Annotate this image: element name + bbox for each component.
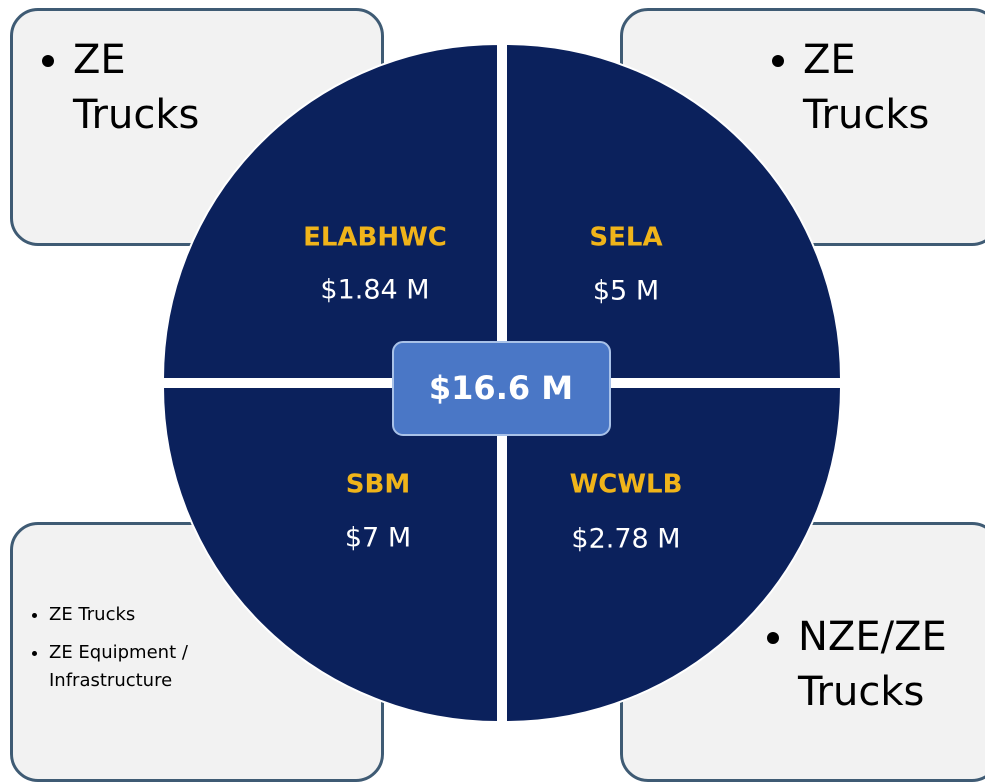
quadrant-name: WCWLB [570, 470, 683, 500]
total: $16.6 M [429, 369, 573, 407]
quadrant [505, 386, 843, 724]
diagram: ELABHWC $1.84 M SELA $5 M SBM $7 M WCWLB… [161, 42, 843, 724]
item: ZE Trucks [49, 601, 264, 629]
item: ZE Trucks [73, 33, 233, 143]
quadrant [161, 42, 499, 380]
quadrant-amount: $2.78 M [571, 524, 680, 555]
item: ZE Equipment / Infrastructure [49, 639, 264, 695]
quadrant-name: SBM [346, 470, 410, 500]
total-box [392, 341, 611, 436]
quadrant-amount: $1.84 M [320, 275, 429, 306]
item: NZE/ZE Trucks [798, 610, 985, 720]
quadrant-amount: $7 M [345, 523, 411, 554]
quadrant-name: ELABHWC [303, 223, 447, 253]
quadrant-amount: $5 M [593, 276, 659, 307]
page: ZE Trucks ZE Trucks ZE Trucks ZE Equipmen… [0, 0, 985, 761]
item: ZE Trucks [803, 33, 963, 143]
quadrant-name: SELA [589, 223, 662, 253]
quadrant [161, 386, 499, 724]
quadrant [505, 42, 843, 380]
